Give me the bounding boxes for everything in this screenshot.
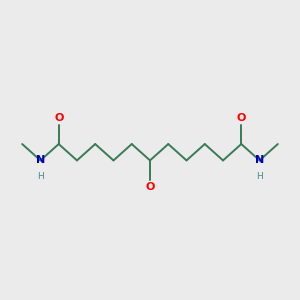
Text: H: H: [256, 172, 263, 181]
Text: N: N: [36, 155, 45, 165]
Text: O: O: [237, 113, 246, 123]
Text: O: O: [54, 113, 63, 123]
Text: H: H: [37, 172, 44, 181]
Text: O: O: [145, 182, 155, 191]
Text: N: N: [255, 155, 264, 165]
